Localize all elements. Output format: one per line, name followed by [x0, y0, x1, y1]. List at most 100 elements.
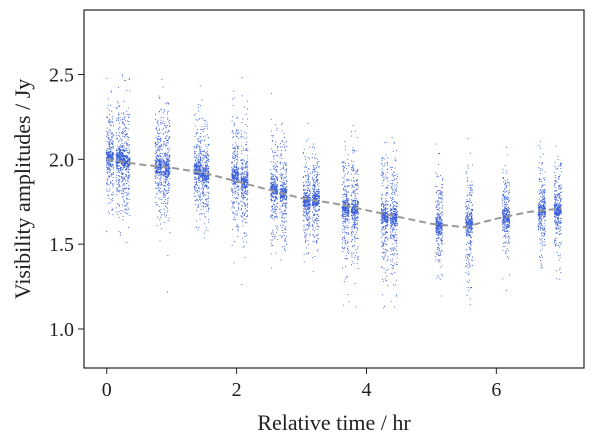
data-point [162, 171, 164, 174]
data-point [392, 238, 394, 240]
data-point [235, 129, 237, 131]
data-point [197, 229, 199, 231]
data-point [159, 178, 161, 180]
data-point [285, 226, 287, 228]
data-point [106, 184, 109, 186]
data-point [396, 173, 398, 175]
data-point [169, 166, 171, 168]
data-point [115, 164, 118, 166]
data-point [270, 198, 272, 200]
data-point [231, 169, 233, 172]
data-point [163, 162, 166, 164]
data-point [304, 229, 306, 231]
data-point [383, 142, 385, 144]
data-point [280, 224, 282, 227]
data-point [274, 195, 277, 197]
data-point [122, 219, 124, 221]
data-point [396, 252, 398, 254]
data-point [302, 205, 305, 207]
data-point [284, 250, 286, 252]
point-cluster [240, 77, 249, 286]
data-point [236, 186, 238, 188]
data-point [274, 216, 276, 218]
data-point [237, 230, 239, 232]
data-point [440, 174, 442, 177]
data-point [108, 184, 110, 186]
data-point [313, 235, 315, 237]
data-point [435, 253, 437, 255]
data-point [205, 164, 207, 167]
data-point [341, 246, 343, 248]
data-point [392, 198, 394, 201]
data-point [243, 183, 245, 185]
data-point [169, 170, 171, 172]
data-point [307, 240, 309, 242]
data-point [160, 182, 163, 184]
data-point [391, 265, 394, 267]
data-point [120, 167, 122, 169]
data-point [354, 238, 356, 240]
data-point [157, 154, 159, 157]
data-point [240, 172, 242, 174]
data-point [155, 182, 157, 184]
data-point [318, 206, 320, 208]
data-point [156, 169, 158, 171]
data-point [341, 267, 344, 269]
data-point [344, 213, 346, 216]
data-point [304, 171, 306, 173]
data-point [355, 223, 357, 225]
data-point [390, 231, 392, 233]
data-point [167, 172, 170, 174]
data-point [199, 168, 201, 170]
data-point [317, 179, 319, 181]
data-point [271, 267, 273, 269]
data-point [108, 137, 110, 139]
data-point [166, 153, 168, 155]
data-point [231, 168, 233, 170]
data-point [203, 156, 205, 158]
data-point [274, 180, 276, 183]
data-point [387, 268, 389, 270]
data-point [383, 258, 385, 260]
data-point [111, 199, 113, 201]
data-point [273, 183, 276, 185]
data-point [347, 212, 350, 214]
data-point [205, 161, 207, 163]
data-point [124, 115, 126, 118]
data-point [158, 147, 160, 149]
data-point [112, 184, 114, 186]
data-point [342, 228, 344, 230]
data-point [396, 264, 398, 266]
data-point [159, 147, 161, 149]
data-point [281, 210, 283, 212]
data-point [387, 180, 389, 182]
data-point [347, 162, 350, 165]
data-point [119, 169, 121, 171]
data-point [112, 208, 114, 210]
data-point [156, 225, 158, 227]
data-point [244, 222, 246, 224]
data-point [118, 171, 120, 173]
data-point [158, 190, 160, 192]
data-point [312, 228, 314, 231]
data-point [276, 213, 278, 215]
data-point [127, 128, 129, 130]
data-point [246, 181, 248, 183]
data-point [119, 168, 121, 170]
data-point [156, 155, 158, 157]
data-point [280, 174, 282, 176]
data-point [280, 259, 282, 261]
data-point [235, 142, 237, 144]
data-point [393, 236, 395, 238]
data-point [106, 147, 108, 149]
data-point [343, 213, 345, 215]
data-point [119, 122, 121, 124]
data-point [235, 190, 237, 192]
data-point [392, 218, 395, 220]
data-point [382, 172, 384, 174]
data-point [392, 179, 394, 181]
data-point [272, 134, 274, 137]
data-point [160, 209, 162, 211]
data-point [392, 226, 394, 229]
data-point [231, 176, 234, 178]
